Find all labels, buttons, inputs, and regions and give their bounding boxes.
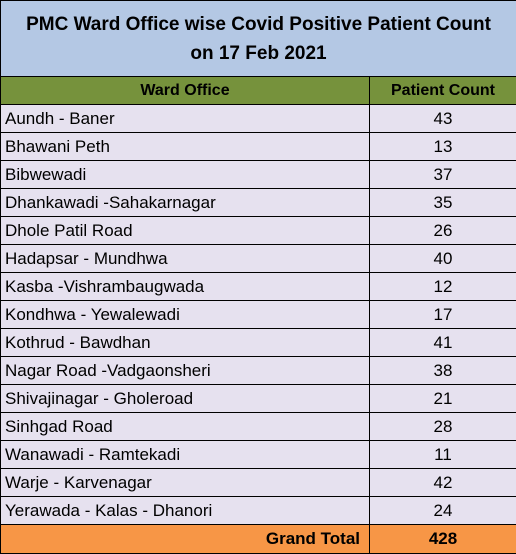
title-line-1: PMC Ward Office wise Covid Positive Pati… — [1, 10, 516, 39]
count-cell: 13 — [370, 133, 516, 161]
ward-cell: Bibwewadi — [1, 161, 370, 189]
ward-cell: Aundh - Baner — [1, 105, 370, 133]
count-cell: 12 — [370, 273, 516, 301]
grand-total-label: Grand Total — [1, 525, 370, 554]
grand-total-row: Grand Total 428 — [1, 525, 516, 554]
table-row: Nagar Road -Vadgaonsheri 38 — [1, 357, 516, 385]
count-cell: 38 — [370, 357, 516, 385]
table-row: Kasba -Vishrambaugwada 12 — [1, 273, 516, 301]
table-row: Sinhgad Road 28 — [1, 413, 516, 441]
count-cell: 24 — [370, 497, 516, 525]
table-row: Dhankawadi -Sahakarnagar 35 — [1, 189, 516, 217]
count-cell: 11 — [370, 441, 516, 469]
header-patient-count: Patient Count — [370, 77, 516, 105]
table-row: Aundh - Baner 43 — [1, 105, 516, 133]
ward-cell: Kasba -Vishrambaugwada — [1, 273, 370, 301]
table-row: Bhawani Peth 13 — [1, 133, 516, 161]
count-cell: 28 — [370, 413, 516, 441]
header-ward-office: Ward Office — [1, 77, 370, 105]
count-cell: 42 — [370, 469, 516, 497]
ward-cell: Warje - Karvenagar — [1, 469, 370, 497]
title-line-2: on 17 Feb 2021 — [1, 39, 516, 68]
table-row: Wanawadi - Ramtekadi 11 — [1, 441, 516, 469]
count-cell: 26 — [370, 217, 516, 245]
header-row: Ward Office Patient Count — [1, 77, 516, 105]
table-row: Dhole Patil Road 26 — [1, 217, 516, 245]
table-row: Bibwewadi 37 — [1, 161, 516, 189]
ward-cell: Nagar Road -Vadgaonsheri — [1, 357, 370, 385]
ward-cell: Sinhgad Road — [1, 413, 370, 441]
table-row: Hadapsar - Mundhwa 40 — [1, 245, 516, 273]
ward-cell: Kothrud - Bawdhan — [1, 329, 370, 357]
title-row: PMC Ward Office wise Covid Positive Pati… — [1, 1, 516, 77]
ward-cell: Kondhwa - Yewalewadi — [1, 301, 370, 329]
count-cell: 35 — [370, 189, 516, 217]
table-row: Kothrud - Bawdhan 41 — [1, 329, 516, 357]
count-cell: 21 — [370, 385, 516, 413]
ward-cell: Shivajinagar - Gholeroad — [1, 385, 370, 413]
ward-cell: Dhankawadi -Sahakarnagar — [1, 189, 370, 217]
count-cell: 40 — [370, 245, 516, 273]
grand-total-value: 428 — [370, 525, 516, 554]
count-cell: 41 — [370, 329, 516, 357]
count-cell: 37 — [370, 161, 516, 189]
ward-cell: Dhole Patil Road — [1, 217, 370, 245]
ward-cell: Bhawani Peth — [1, 133, 370, 161]
table-row: Kondhwa - Yewalewadi 17 — [1, 301, 516, 329]
count-cell: 17 — [370, 301, 516, 329]
ward-cell: Hadapsar - Mundhwa — [1, 245, 370, 273]
ward-cell: Yerawada - Kalas - Dhanori — [1, 497, 370, 525]
table-row: Shivajinagar - Gholeroad 21 — [1, 385, 516, 413]
table-row: Yerawada - Kalas - Dhanori 24 — [1, 497, 516, 525]
count-cell: 43 — [370, 105, 516, 133]
table-title: PMC Ward Office wise Covid Positive Pati… — [1, 1, 516, 77]
ward-cell: Wanawadi - Ramtekadi — [1, 441, 370, 469]
table-row: Warje - Karvenagar 42 — [1, 469, 516, 497]
